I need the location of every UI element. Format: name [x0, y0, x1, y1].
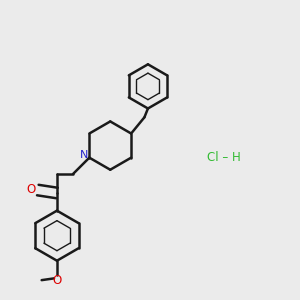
Text: O: O	[27, 183, 36, 196]
Text: Cl – H: Cl – H	[207, 151, 241, 164]
Text: O: O	[52, 274, 62, 286]
Text: N: N	[80, 150, 88, 160]
